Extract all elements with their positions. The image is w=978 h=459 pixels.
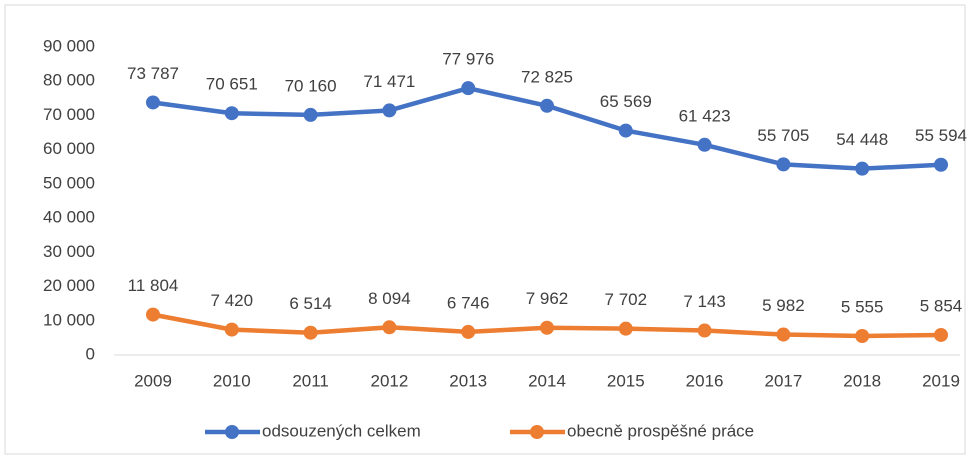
point — [303, 107, 318, 122]
legend-marker — [225, 425, 239, 439]
data-label: 7 143 — [683, 292, 726, 311]
data-label: 7 420 — [211, 291, 254, 310]
data-label: 55 594 — [915, 126, 967, 145]
data-label: 5 982 — [762, 296, 805, 315]
y-tick-label: 30 000 — [43, 242, 95, 261]
y-tick-label: 80 000 — [43, 71, 95, 90]
y-tick-label: 50 000 — [43, 173, 95, 192]
point — [855, 161, 870, 176]
point — [146, 307, 160, 322]
point — [461, 324, 476, 339]
legend-label: odsouzených celkem — [262, 421, 421, 440]
x-tick-label: 2009 — [134, 371, 172, 390]
data-label: 72 825 — [521, 67, 573, 86]
data-label: 55 705 — [757, 126, 809, 145]
x-tick-label: 2012 — [370, 371, 408, 390]
data-label: 54 448 — [836, 130, 888, 149]
data-label: 6 746 — [447, 293, 490, 312]
point — [303, 325, 318, 340]
point — [776, 157, 791, 172]
data-label: 65 569 — [600, 92, 652, 111]
point — [540, 320, 554, 335]
point — [855, 328, 870, 343]
data-label: 61 423 — [679, 106, 731, 125]
x-tick-label: 2014 — [528, 371, 566, 390]
point — [697, 137, 712, 152]
point — [382, 103, 397, 118]
x-tick-label: 2011 — [292, 371, 329, 390]
point — [224, 106, 239, 121]
data-label: 73 787 — [127, 64, 179, 83]
point — [224, 322, 239, 337]
y-tick-label: 40 000 — [43, 208, 95, 227]
data-label: 6 514 — [289, 294, 332, 313]
data-label: 8 094 — [368, 289, 411, 308]
y-tick-label: 20 000 — [43, 276, 95, 295]
data-label: 70 651 — [206, 75, 258, 94]
y-tick-label: 60 000 — [43, 139, 95, 158]
point — [146, 95, 160, 110]
point — [618, 321, 633, 336]
legend-marker — [530, 425, 544, 439]
data-label: 70 160 — [285, 76, 337, 95]
point — [697, 323, 712, 338]
y-tick-label: 90 000 — [43, 36, 95, 55]
data-label: 5 854 — [920, 296, 963, 315]
x-tick-label: 2013 — [449, 371, 487, 390]
point — [618, 123, 633, 138]
data-label: 11 804 — [128, 276, 179, 295]
x-tick-label: 2010 — [213, 371, 251, 390]
y-tick-label: 10 000 — [43, 310, 95, 329]
data-label: 5 555 — [841, 297, 884, 316]
legend-label: obecně prospěšné práce — [567, 421, 754, 440]
x-tick-label: 2019 — [922, 371, 960, 390]
point — [382, 320, 397, 335]
point — [934, 157, 948, 172]
point — [934, 327, 948, 342]
x-tick-label: 2015 — [607, 371, 645, 390]
x-tick-label: 2017 — [764, 371, 802, 390]
data-label: 77 976 — [442, 50, 494, 69]
x-tick-label: 2018 — [843, 371, 881, 390]
point — [776, 327, 791, 342]
chart-border — [4, 4, 966, 455]
y-tick-label: 0 — [86, 344, 95, 363]
data-label: 7 702 — [605, 290, 648, 309]
y-tick-label: 70 000 — [43, 105, 95, 124]
data-label: 7 962 — [526, 289, 569, 308]
data-label: 71 471 — [363, 72, 415, 91]
point — [540, 98, 554, 113]
x-tick-label: 2016 — [686, 371, 724, 390]
point — [461, 81, 476, 96]
